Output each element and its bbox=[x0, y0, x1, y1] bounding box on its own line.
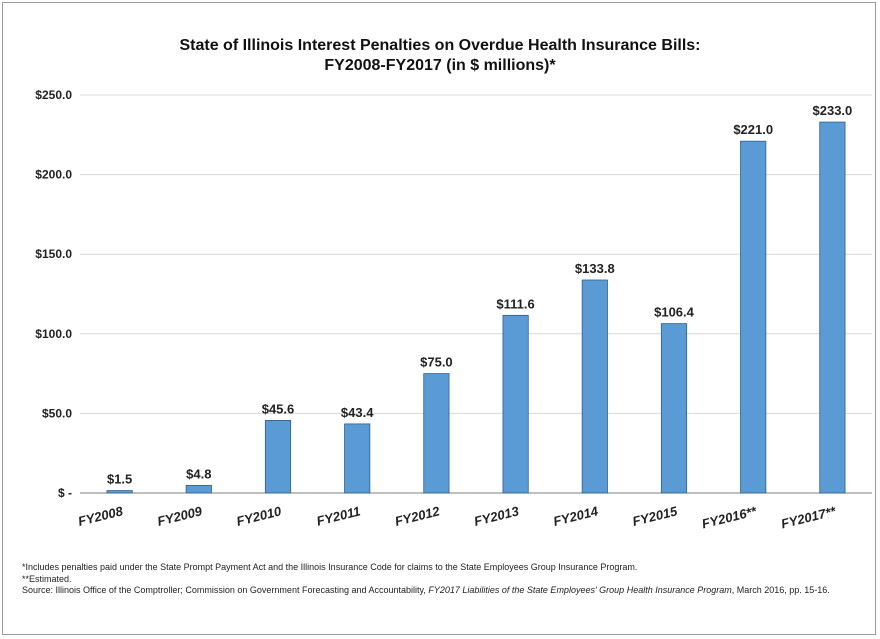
x-tick-label: FY2015 bbox=[631, 503, 680, 529]
x-tick-label: FY2010 bbox=[235, 503, 284, 529]
y-tick-label: $150.0 bbox=[35, 247, 72, 261]
data-label: $4.8 bbox=[186, 466, 211, 481]
bar bbox=[740, 140, 767, 494]
chart-subtitle: FY2008-FY2017 (in $ millions)* bbox=[324, 57, 556, 74]
y-tick-label: $100.0 bbox=[35, 327, 72, 341]
x-tick-label: FY2011 bbox=[315, 503, 362, 528]
bar bbox=[660, 323, 688, 494]
source-title: FY2017 Liabilities of the State Employee… bbox=[428, 585, 732, 595]
chart-title: State of Illinois Interest Penalties on … bbox=[179, 37, 701, 54]
x-tick-label: FY2017** bbox=[779, 503, 838, 531]
data-label: $133.8 bbox=[575, 261, 615, 276]
source-prefix: Source: Illinois Office of the Comptroll… bbox=[22, 585, 429, 595]
bar bbox=[581, 279, 608, 494]
footnote-estimated: **Estimated. bbox=[22, 573, 72, 584]
footnotes: *Includes penalties paid under the State… bbox=[22, 562, 862, 597]
y-tick-label: $200.0 bbox=[35, 168, 72, 182]
chart-title-block: State of Illinois Interest Penalties on … bbox=[0, 36, 880, 76]
y-tick-label: $250.0 bbox=[35, 88, 72, 102]
data-label: $221.0 bbox=[733, 122, 773, 137]
x-tick-label: FY2014 bbox=[552, 503, 601, 529]
y-tick-label: $50.0 bbox=[42, 406, 72, 420]
bar bbox=[344, 423, 371, 494]
data-label: $75.0 bbox=[420, 355, 453, 370]
x-tick-label: FY2016** bbox=[700, 503, 759, 531]
data-label: $43.4 bbox=[341, 405, 374, 420]
data-label: $45.6 bbox=[262, 401, 295, 416]
bar bbox=[185, 484, 212, 494]
bar bbox=[502, 314, 529, 494]
data-label: $1.5 bbox=[107, 472, 132, 487]
data-label: $111.6 bbox=[496, 296, 534, 311]
data-label: $106.4 bbox=[654, 305, 695, 320]
y-tick-label: $ - bbox=[58, 486, 72, 500]
bar bbox=[106, 490, 133, 494]
bar bbox=[819, 121, 846, 494]
x-tick-label: FY2012 bbox=[393, 503, 442, 529]
bar bbox=[264, 420, 292, 494]
x-tick-label: FY2013 bbox=[473, 503, 522, 529]
footnote-includes: *Includes penalties paid under the State… bbox=[22, 562, 638, 572]
bar bbox=[423, 373, 450, 494]
data-label: $233.0 bbox=[813, 103, 853, 118]
x-tick-label: FY2009 bbox=[156, 503, 205, 529]
footnote-source: Source: Illinois Office of the Comptroll… bbox=[22, 585, 862, 597]
source-suffix: , March 2016, pp. 15-16. bbox=[731, 585, 830, 595]
x-tick-label: FY2008 bbox=[77, 503, 126, 529]
